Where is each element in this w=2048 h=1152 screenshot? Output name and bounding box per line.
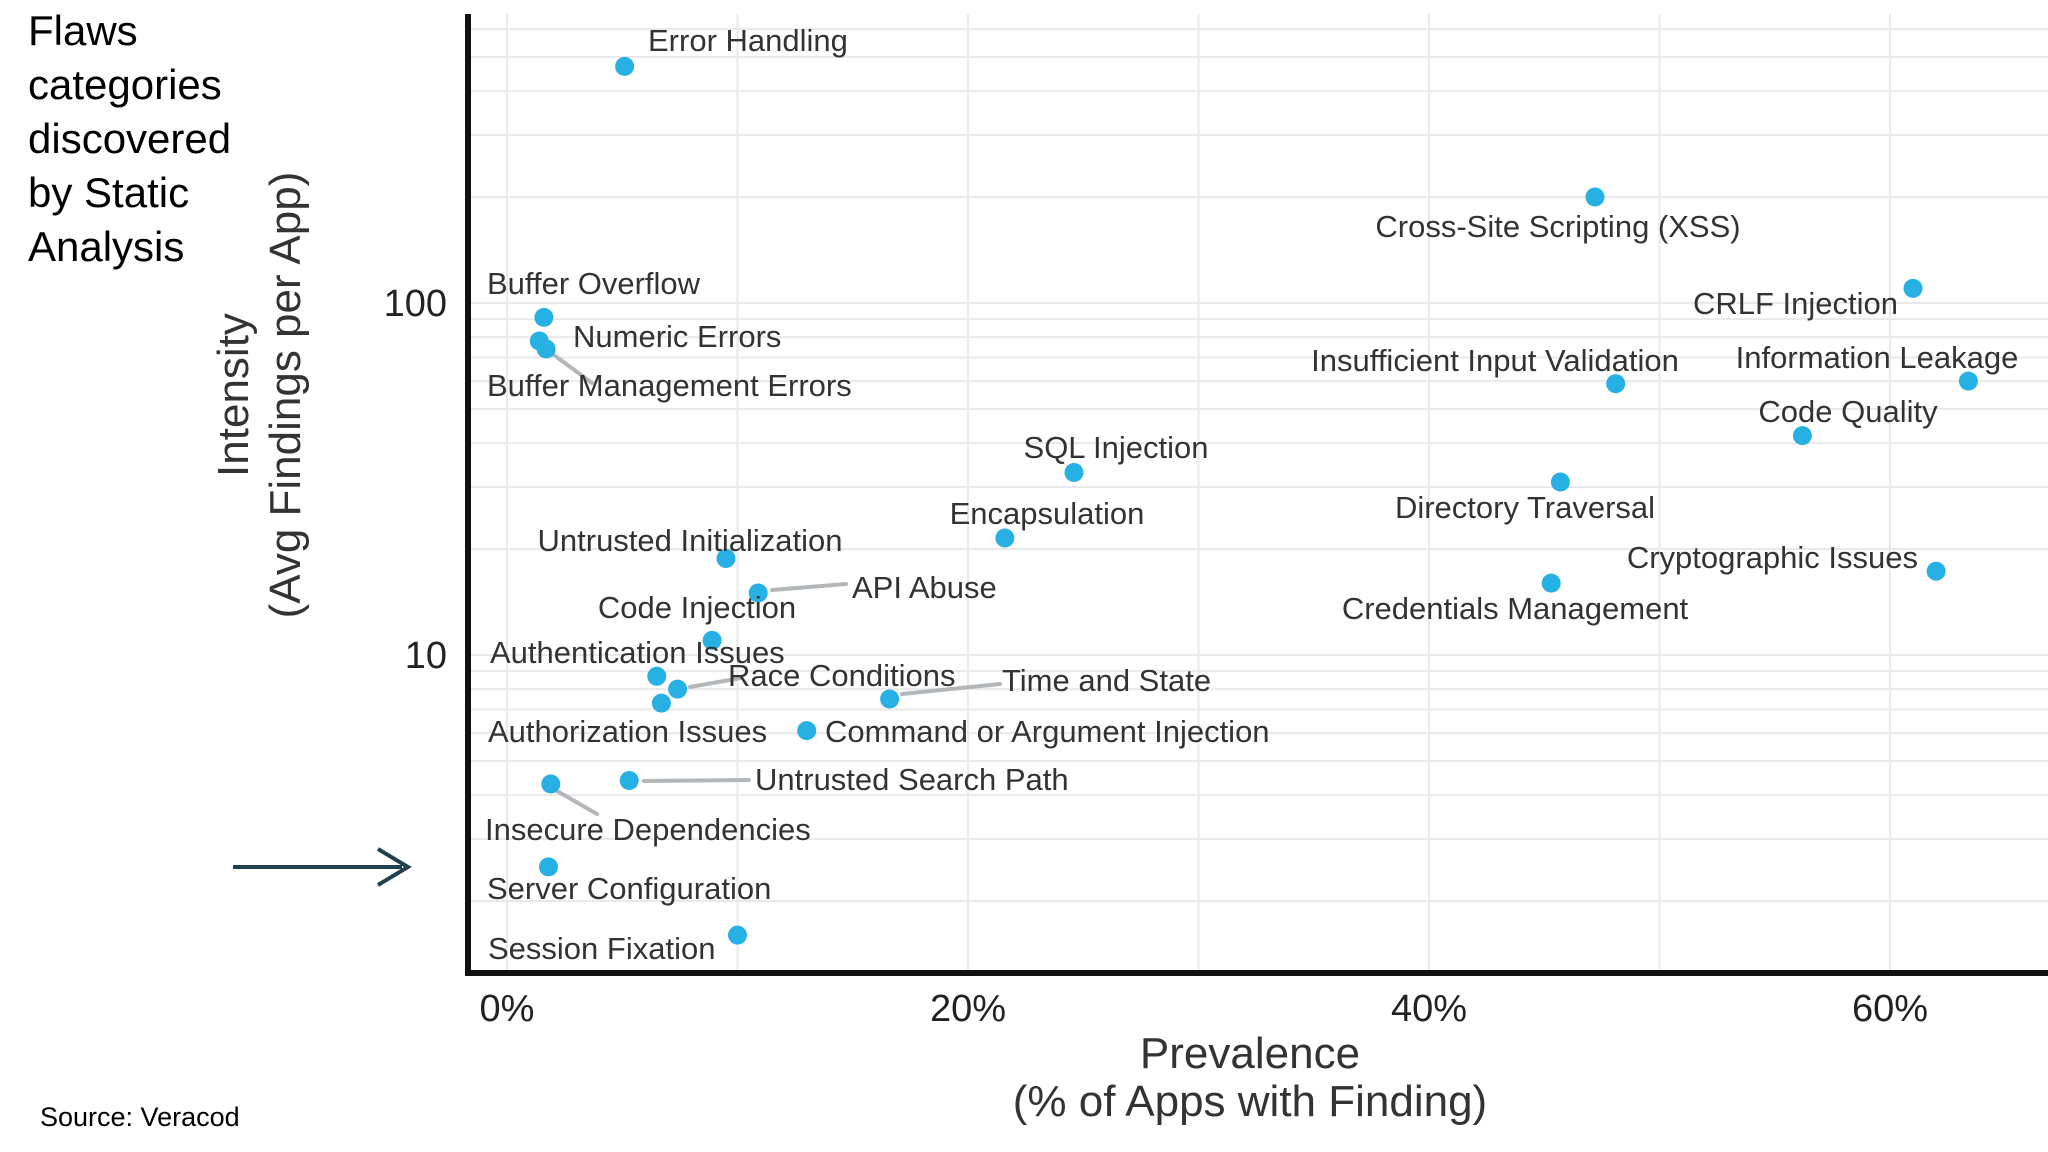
point-label-error-handling: Error Handling: [648, 23, 848, 58]
slide-title: Flaws categories discovered by Static An…: [28, 7, 232, 270]
scatter-point-untrusted-initialization: [716, 549, 736, 568]
point-label-time-and-state: Time and State: [1002, 663, 1211, 698]
scatter-point-sql-injection: [1064, 463, 1084, 482]
point-label-information-leakage: Information Leakage: [1736, 340, 2019, 375]
scatter-point-untrusted-search-path: [619, 771, 639, 790]
scatter-point-authorization-issues: [651, 693, 671, 713]
x-axis-title: Prevalence: [1140, 1029, 1360, 1078]
point-label-race-conditions: Race Conditions: [728, 658, 955, 693]
point-label-session-fixation: Session Fixation: [488, 931, 715, 966]
scatter-point-insecure-dependencies: [541, 774, 561, 794]
point-label-authentication-issues: Authentication Issues: [490, 635, 785, 670]
scatter-point-information-leakage: [1958, 371, 1978, 391]
y-axis-title: Intensity: [209, 313, 258, 477]
scatter-point-crlf-injection: [1903, 278, 1923, 298]
x-axis-subtitle: (% of Apps with Finding): [1013, 1077, 1487, 1126]
x-tick-label: 20%: [930, 988, 1006, 1030]
point-label-insecure-dependencies: Insecure Dependencies: [485, 812, 811, 847]
point-label-untrusted-search-path: Untrusted Search Path: [755, 762, 1069, 797]
point-label-buffer-overflow: Buffer Overflow: [487, 266, 701, 301]
x-tick-label: 0%: [480, 988, 535, 1030]
leader-line-api-abuse: [770, 582, 848, 592]
y-axis-subtitle: (Avg Findings per App): [261, 172, 310, 619]
point-label-encapsulation: Encapsulation: [950, 496, 1145, 531]
scatter-point-time-and-state: [880, 689, 900, 709]
point-label-api-abuse: API Abuse: [852, 570, 997, 605]
annotation-arrow-head: [376, 847, 412, 887]
x-tick-label: 40%: [1391, 988, 1467, 1030]
point-label-directory-traversal: Directory Traversal: [1395, 490, 1655, 525]
scatter-point-race-conditions: [668, 679, 688, 699]
scatter-point-code-injection: [702, 630, 722, 650]
point-label-server-configuration: Server Configuration: [487, 871, 771, 906]
scatter-point-server-configuration: [539, 857, 558, 877]
leader-line-race-conditions: [688, 676, 743, 689]
scatter-point-insufficient-input-validation: [1606, 374, 1626, 394]
point-label-insufficient-input-validation: Insufficient Input Validation: [1311, 343, 1679, 378]
leader-line-untrusted-search-path: [642, 778, 751, 783]
point-label-sql-injection: SQL Injection: [1024, 430, 1209, 465]
scatter-point-cross-site-scripting-xss: [1585, 187, 1605, 207]
scatter-point-buffer-overflow: [534, 307, 554, 327]
scatter-point-authentication-issues: [647, 666, 667, 686]
point-label-numeric-errors: Numeric Errors: [573, 319, 781, 354]
point-label-crlf-injection: CRLF Injection: [1693, 286, 1898, 321]
point-label-code-quality: Code Quality: [1758, 394, 1938, 429]
scatter-point-command-or-argument-injection: [797, 721, 817, 741]
source-note: Source: Veracod: [40, 1102, 240, 1132]
point-label-cryptographic-issues: Cryptographic Issues: [1627, 540, 1918, 575]
point-label-credentials-management: Credentials Management: [1342, 591, 1689, 626]
y-tick-label: 100: [384, 283, 447, 325]
scatter-point-directory-traversal: [1550, 472, 1570, 492]
leader-line-insecure-dependencies: [555, 789, 599, 816]
scatter-point-cryptographic-issues: [1926, 561, 1946, 581]
point-label-code-injection: Code Injection: [598, 590, 796, 625]
point-label-buffer-management-errors: Buffer Management Errors: [487, 368, 852, 403]
point-label-authorization-issues: Authorization Issues: [488, 714, 767, 749]
scatter-point-error-handling: [615, 56, 635, 76]
y-tick-label: 10: [405, 635, 447, 677]
leader-line-time-and-state: [900, 682, 1002, 696]
scatter-point-encapsulation: [995, 528, 1015, 548]
scatter-point-session-fixation: [728, 925, 747, 945]
point-label-command-or-argument-injection: Command or Argument Injection: [825, 714, 1270, 749]
point-label-cross-site-scripting-xss: Cross-Site Scripting (XSS): [1375, 209, 1740, 244]
scatter-point-api-abuse: [748, 583, 768, 603]
x-tick-label: 60%: [1852, 988, 1928, 1030]
point-label-untrusted-initialization: Untrusted Initialization: [538, 523, 843, 558]
leader-line-buffer-management-errors: [552, 353, 594, 385]
scatter-point-code-quality: [1792, 426, 1812, 446]
scatter-point-credentials-management: [1541, 573, 1561, 593]
scatter-point-buffer-management-errors: [536, 339, 556, 359]
